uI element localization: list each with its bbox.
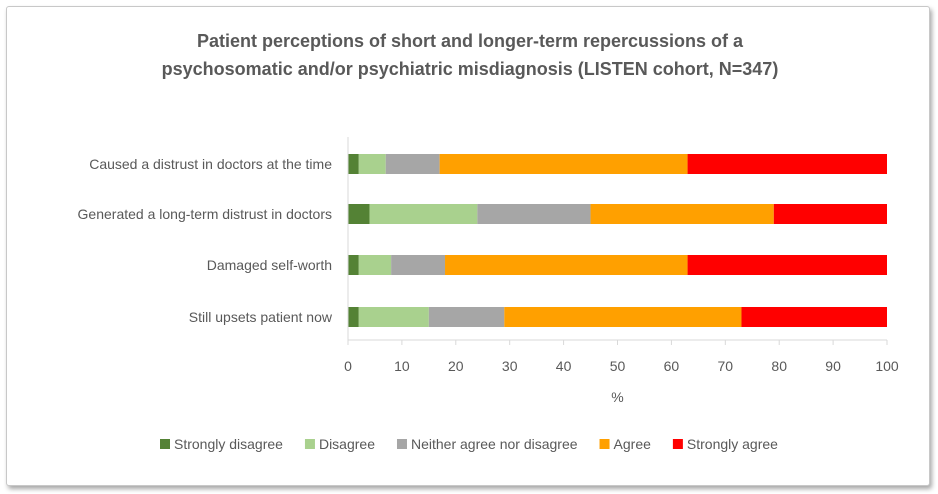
x-axis-title: % [611, 389, 623, 405]
legend-swatch [304, 439, 315, 449]
bar-4-strongly-agree [741, 307, 887, 327]
bar-4-neither-agree-nor-disagree [428, 307, 505, 327]
legend-label: Disagree [319, 436, 375, 452]
legend-item: Disagree [304, 436, 375, 452]
x-tick-label: 10 [394, 358, 410, 374]
legend-label: Agree [614, 436, 652, 452]
chart-title-line-1: Patient perceptions of short and longer-… [196, 31, 744, 51]
bar-2-strongly-disagree [348, 204, 370, 224]
x-tick-label: 20 [448, 358, 464, 374]
bar-2-agree [590, 204, 774, 224]
bar-3-neither-agree-nor-disagree [391, 255, 446, 275]
legend-item: Strongly agree [672, 436, 778, 452]
bar-3-strongly-agree [687, 255, 887, 275]
x-tick-label: 40 [556, 358, 572, 374]
x-tick-label: 0 [344, 358, 352, 374]
category-label: Caused a distrust in doctors at the time [89, 156, 332, 172]
bar-3-strongly-disagree [348, 255, 359, 275]
category-labels: Caused a distrust in doctors at the time… [78, 156, 333, 325]
bars-layer [348, 154, 887, 327]
x-tick-label: 50 [610, 358, 626, 374]
x-tick-label: 80 [771, 358, 787, 374]
bar-4-disagree [358, 307, 429, 327]
legend-swatch [160, 439, 170, 449]
bar-2-neither-agree-nor-disagree [477, 204, 591, 224]
bar-3-disagree [358, 255, 392, 275]
chart-title-line-2: psychosomatic and/or psychiatric misdiag… [161, 59, 779, 79]
bar-4-agree [504, 307, 742, 327]
x-tick-label: 90 [825, 358, 841, 374]
legend-swatch [672, 439, 683, 449]
legend-item: Strongly disagree [160, 436, 283, 452]
bar-1-neither-agree-nor-disagree [385, 154, 440, 174]
bar-1-strongly-agree [687, 154, 887, 174]
x-tick-label: 100 [875, 358, 899, 374]
x-tick-label: 30 [502, 358, 518, 374]
category-label: Generated a long-term distrust in doctor… [78, 206, 332, 222]
legend-item: Agree [599, 436, 652, 452]
legend-swatch [599, 439, 610, 449]
legend-swatch [396, 439, 407, 449]
x-axis: 0 10 20 30 40 50 60 70 80 90 100% [344, 137, 899, 405]
legend-label: Strongly disagree [174, 436, 283, 452]
x-tick-label: 60 [664, 358, 680, 374]
category-label: Still upsets patient now [189, 309, 333, 325]
category-label: Damaged self-worth [207, 257, 332, 273]
bar-2-strongly-agree [773, 204, 887, 224]
bar-1-agree [439, 154, 688, 174]
legend: Strongly disagree Disagree Neither agree n… [160, 436, 778, 452]
bar-4-strongly-disagree [348, 307, 359, 327]
legend-label: Neither agree nor disagree [411, 436, 578, 452]
legend-item: Neither agree nor disagree [396, 436, 578, 452]
bar-3-agree [445, 255, 688, 275]
bar-1-disagree [358, 154, 386, 174]
legend-label: Strongly agree [687, 436, 778, 452]
bar-2-disagree [369, 204, 478, 224]
chart-frame [6, 6, 930, 486]
bar-1-strongly-disagree [348, 154, 359, 174]
x-tick-label: 70 [718, 358, 734, 374]
